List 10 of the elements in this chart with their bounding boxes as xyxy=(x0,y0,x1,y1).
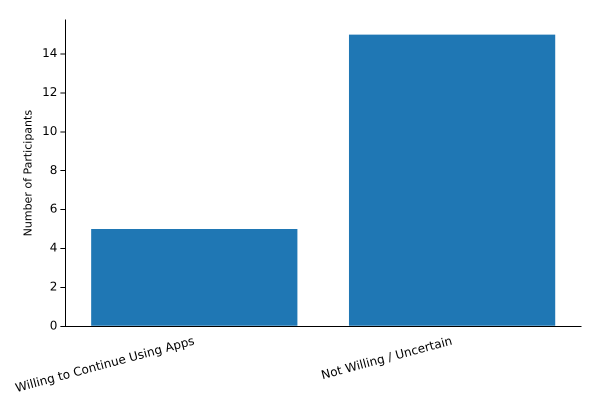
y-tick-label: 4 xyxy=(50,240,58,255)
y-tick-label: 6 xyxy=(50,202,58,216)
y-tick-label: 14 xyxy=(42,46,58,60)
x-tick-label: Willing to Continue Using Apps xyxy=(14,334,196,395)
y-tick-label: 10 xyxy=(42,124,58,138)
y-tick-label: 12 xyxy=(42,85,58,100)
y-tick-label: 8 xyxy=(50,162,58,177)
y-tick-label: 0 xyxy=(50,318,58,332)
y-tick-label: 2 xyxy=(50,280,58,294)
y-axis-title: Number of Participants xyxy=(21,110,34,236)
